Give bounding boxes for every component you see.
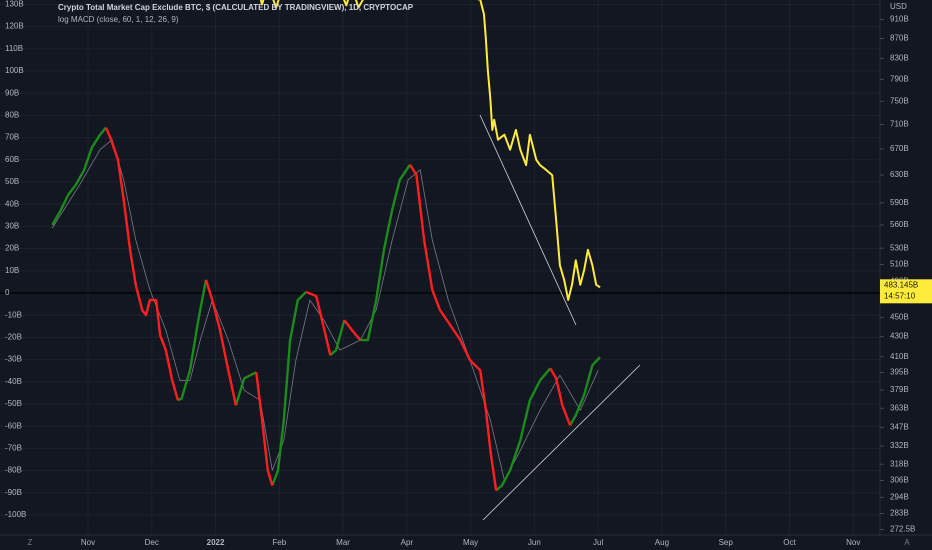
trend-line [479,114,577,326]
y-tick-label: -20B [5,333,22,342]
y2-tick-label: 294B [890,493,909,502]
indicator-line [104,127,572,491]
trend-line [482,364,641,521]
y-tick-label: -30B [5,355,22,364]
x-tick-label: Aug [655,538,669,547]
x-tick-label: 2022 [207,538,225,547]
y-tick-label: 20B [5,244,19,253]
y-tick-label: 130B [5,0,24,9]
y2-tick-label: 830B [890,54,909,63]
price-line [259,0,601,301]
y2-tick-label: 306B [890,476,909,485]
y2-tick-label: 670B [890,144,909,153]
y-tick-label: 100B [5,66,24,75]
y2-unit: USD [890,2,907,11]
price-tag-label: 483.145B [884,280,918,289]
x-tick-label: Mar [336,538,350,547]
indicator-title: log MACD (close, 60, 1, 12, 26, 9) [58,15,179,24]
x-tick-label: Nov [81,538,95,547]
x-tick-label: Dec [145,538,159,547]
x-tick-label: Nov [846,538,860,547]
y2-tick-label: 530B [890,243,909,252]
y-tick-label: 30B [5,222,19,231]
y2-tick-label: 910B [890,15,909,24]
y-tick-label: 60B [5,155,19,164]
y-tick-label: -10B [5,310,22,319]
x-tick-label: Feb [272,538,286,547]
y-tick-label: 70B [5,133,19,142]
y-tick-label: -40B [5,377,22,386]
chart-title: Crypto Total Market Cap Exclude BTC, $ (… [58,3,414,12]
x-tick-label: Jun [528,538,541,547]
y2-tick-label: 560B [890,220,909,229]
y2-tick-label: 870B [890,34,909,43]
x-tick-label: Oct [783,538,796,547]
y2-tick-label: 318B [890,459,909,468]
y-tick-label: 80B [5,111,19,120]
x-tick-label: Jul [593,538,603,547]
y-tick-label: -60B [5,421,22,430]
y-tick-label: 0 [5,288,10,297]
y-tick-label: 120B [5,22,24,31]
y-tick-label: -70B [5,444,22,453]
y-tick-label: 10B [5,266,19,275]
y-tick-label: -80B [5,466,22,475]
y2-tick-label: 430B [890,332,909,341]
y2-tick-label: 410B [890,352,909,361]
plot [51,0,601,492]
y2-tick-label: 283B [890,509,909,518]
y2-tick-label: 272.5B [890,525,915,534]
indicator-line [51,139,599,481]
y2-tick-label: 363B [890,403,909,412]
scale-button[interactable]: A [904,538,910,547]
countdown: 14:57:10 [884,291,916,300]
y2-tick-label: 750B [890,96,909,105]
y-tick-label: 90B [5,88,19,97]
labels: Nov Dec 2022 Feb Mar Apr May Jun Jul Aug Sep Oct Nov… [5,0,932,547]
y-tick-label: 40B [5,199,19,208]
y2-tick-label: 710B [890,120,909,129]
y2-tick-label: 790B [890,74,909,83]
y2-tick-label: 630B [890,170,909,179]
x-tick-label: Sep [719,538,734,547]
y2-tick-label: 395B [890,368,909,377]
x-tick-label: May [463,538,478,547]
x-tick-label: Apr [401,538,414,547]
y-tick-label: -100B [5,510,26,519]
y2-tick-label: 450B [890,312,909,321]
grid [0,0,880,535]
y2-tick-label: 347B [890,422,909,431]
y-tick-label: 110B [5,44,23,53]
y2-tick-label: 590B [890,198,909,207]
y2-tick-label: 510B [890,260,909,269]
scale-button[interactable]: Z [28,538,33,547]
y2-tick-label: 332B [890,441,909,450]
price-tag [880,279,932,304]
y-tick-label: -50B [5,399,22,408]
y-tick-label: 50B [5,177,19,186]
y2-tick-label: 379B [890,385,909,394]
y-tick-label: -90B [5,488,22,497]
